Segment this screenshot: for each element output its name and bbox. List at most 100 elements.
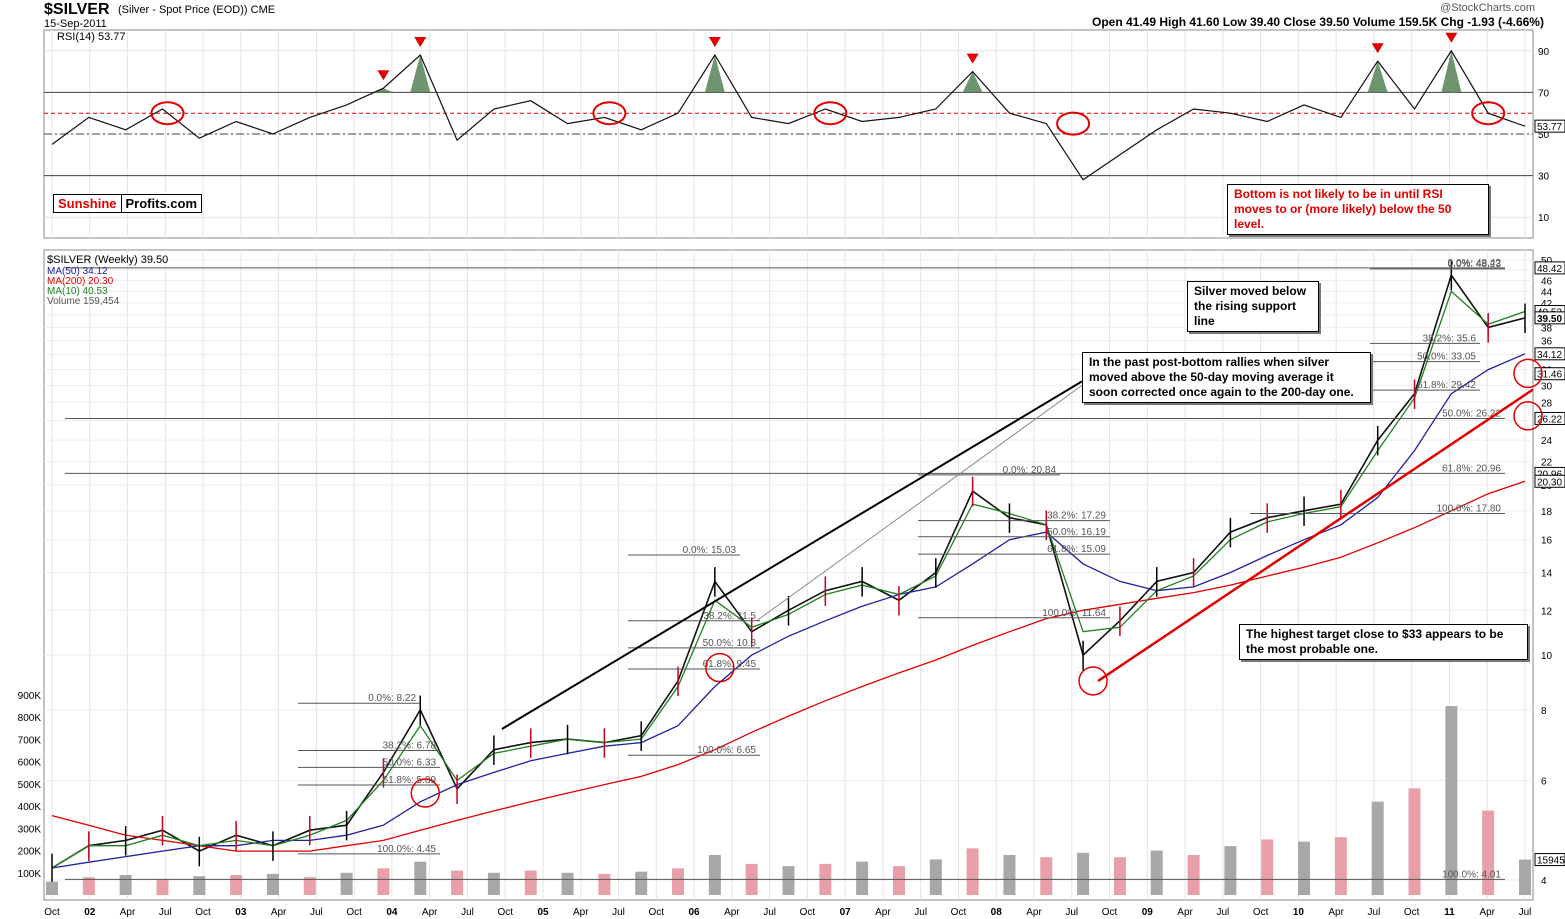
fib-level-label: 100.0%: 4.01 [1442, 869, 1501, 880]
x-tick-label: Apr [1026, 907, 1042, 918]
volume-bar [340, 872, 353, 895]
price-value-text: 31.46 [1537, 370, 1562, 381]
chart-date: 15-Sep-2011 [44, 18, 107, 30]
rsi-overbought-fill [373, 88, 394, 93]
volume-tick-label: 200K [18, 847, 42, 858]
x-tick-label: Oct [1404, 907, 1420, 918]
rsi-overbought-fill [1441, 50, 1462, 93]
volume-tick-label: 400K [18, 802, 42, 813]
volume-bar [1077, 852, 1090, 895]
fib-level-label: 50.0%: 16.19 [1047, 527, 1106, 538]
fib-level-label: 0.0%: 48.23 [1448, 259, 1502, 270]
fib-level-label: 38.2%: 6.78 [383, 740, 437, 751]
price-tick-label: 42 [1541, 299, 1553, 310]
price-value-text: 26.22 [1537, 414, 1562, 425]
stockcharts-brand: @StockCharts.com [1440, 2, 1535, 14]
rsi-value-tag [1534, 119, 1565, 133]
fib-level-label: 50.0%: 26.22 [1442, 408, 1501, 419]
volume-bar [1040, 857, 1053, 895]
legend-item: MA(50) 34.12 [47, 266, 108, 277]
volume-bar [856, 861, 869, 895]
fib-level-label: 50.0%: 10.3 [703, 638, 757, 649]
x-tick-label: Jul [159, 907, 172, 918]
x-tick-label: 08 [991, 907, 1003, 918]
price-tick-label: 28 [1541, 398, 1553, 409]
rising-support-line [1097, 388, 1534, 682]
x-axis: Oct 02 Apr Jul Oct 03 Apr Jul Oct 04 Apr Jul Oct 05 Ap… [44, 907, 1531, 918]
price-tick-label: 8 [1541, 706, 1547, 717]
x-tick-label: Apr [271, 907, 287, 918]
volume-tick-label: 100K [18, 869, 42, 880]
support-note: Silver moved below the rising support li… [1187, 281, 1319, 332]
price-tick-label: 12 [1541, 606, 1553, 617]
red-arrow-icon [1445, 32, 1458, 43]
volume-bar [672, 868, 685, 895]
x-tick-label: Apr [1479, 907, 1495, 918]
fib-level-label: 38.2%: 11.5 [703, 611, 756, 622]
logo-sunshine: Sunshine [54, 195, 122, 212]
price-tick-label: 16 [1541, 536, 1553, 547]
rsi-overbought-fill [962, 71, 983, 93]
fib-level-label: 38.2%: 17.29 [1047, 511, 1106, 522]
volume-bar [451, 870, 464, 895]
volume-bar [46, 881, 58, 895]
fib-level-label: 0.0%: 20.84 [1003, 465, 1057, 476]
rsi-label: RSI(14) 53.77 [57, 31, 126, 43]
rsi-circle [1471, 101, 1506, 126]
price-value-tag [1534, 261, 1565, 275]
fibonacci-levels: 0.0%: 8.22 38.2%: 6.78 50.0%: 6.33 61.8%: 5… [65, 258, 1505, 880]
fib-level-label: 0.0%: 15.03 [683, 545, 737, 556]
volume-bar [524, 870, 537, 895]
x-tick-label: Jul [612, 907, 625, 918]
rsi-circle [813, 101, 848, 126]
price-value-text: 39.50 [1537, 314, 1562, 325]
rsi-circle [1056, 111, 1091, 136]
x-tick-label: Jul [461, 907, 474, 918]
volume-bar [1334, 837, 1347, 895]
price-tick-label: 10 [1541, 651, 1553, 662]
red-arrow-icon [708, 36, 721, 47]
price-tick-label: 4 [1541, 876, 1547, 887]
price-circle [410, 778, 440, 808]
volume-bar [119, 875, 132, 895]
red-arrow-icon [377, 70, 390, 81]
x-tick-label: 09 [1142, 907, 1154, 918]
volume-bar [193, 876, 206, 895]
trend-line-thin [756, 384, 1083, 622]
volume-bar [487, 872, 500, 895]
trend-line [501, 380, 1083, 730]
rsi-circle [592, 101, 627, 126]
fib-level-label: 0.0%: 48.42 [1448, 258, 1502, 269]
volume-tick-label: 800K [18, 713, 42, 724]
fib-level-label: 100.0%: 6.65 [697, 745, 756, 756]
volume-bar [1371, 801, 1384, 895]
y-axis: 907050301053.775048464442403836343230282… [18, 47, 1565, 887]
rsi-overbought-fill [1367, 61, 1388, 93]
price-value-text: 20.30 [1537, 477, 1562, 488]
volume-bar [1519, 859, 1531, 895]
x-tick-label: Oct [800, 907, 816, 918]
volume-bar [1150, 850, 1163, 895]
price-panel [51, 260, 1526, 884]
x-tick-label: Oct [497, 907, 513, 918]
rsi-tick-label: 10 [1538, 213, 1550, 224]
legend-item: MA(200) 20.30 [47, 276, 114, 287]
fib-level-label: 50.0%: 6.33 [383, 757, 437, 768]
rsi-overbought-fill [410, 54, 431, 93]
legend-item: Volume 159,454 [47, 296, 120, 307]
volume-bar [892, 866, 905, 895]
price-circle [705, 652, 735, 683]
price-value-text: 15945 [1537, 856, 1565, 867]
rsi-overbought-fill [704, 54, 725, 93]
x-tick-label: 02 [84, 907, 96, 918]
volume-bar [82, 877, 95, 895]
volume-bar [1261, 839, 1274, 895]
grid [43, 29, 1534, 901]
x-tick-label: Apr [875, 907, 891, 918]
volume-bar [598, 873, 611, 895]
price-tick-label: 38 [1541, 323, 1553, 334]
logo-profits: Profits.com [125, 196, 198, 211]
red-arrow-icon [414, 36, 427, 47]
volume-bar [230, 875, 243, 895]
